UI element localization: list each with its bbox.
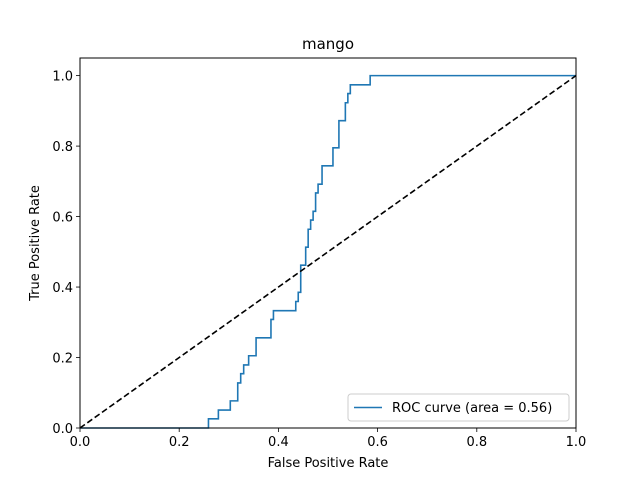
legend-label: ROC curve (area = 0.56)	[392, 401, 552, 416]
x-tick-label: 0.6	[367, 435, 388, 450]
y-axis-ticks: 0.0 0.2 0.4 0.6 0.8 1.0	[52, 70, 80, 437]
chart-title: mango	[302, 35, 354, 53]
y-tick-label: 0.4	[52, 281, 73, 296]
plot-background	[80, 58, 576, 428]
x-tick-label: 0.4	[268, 435, 289, 450]
x-axis-ticks: 0.0 0.2 0.4 0.6 0.8 1.0	[70, 428, 587, 450]
series-layer	[79, 74, 577, 429]
x-tick-label: 1.0	[566, 435, 587, 450]
y-tick-label: 1.0	[52, 70, 73, 85]
x-tick-label: 0.8	[466, 435, 487, 450]
plot-area	[79, 57, 577, 429]
plot-frame	[79, 57, 577, 429]
y-axis-label: True Positive Rate	[28, 185, 43, 302]
x-axis-label: False Positive Rate	[268, 456, 389, 471]
x-tick-label: 0.2	[169, 435, 190, 450]
y-tick-label: 0.2	[52, 352, 73, 367]
legend-box	[347, 393, 570, 422]
y-tick-label: 0.6	[52, 211, 73, 226]
roc-curve-line	[80, 74, 576, 429]
legend: ROC curve (area = 0.56)	[347, 393, 570, 422]
y-tick-label: 0.0	[52, 422, 73, 437]
y-tick-label: 0.8	[52, 140, 73, 155]
x-tick-label: 0.0	[70, 435, 91, 450]
chance-line	[79, 74, 577, 429]
